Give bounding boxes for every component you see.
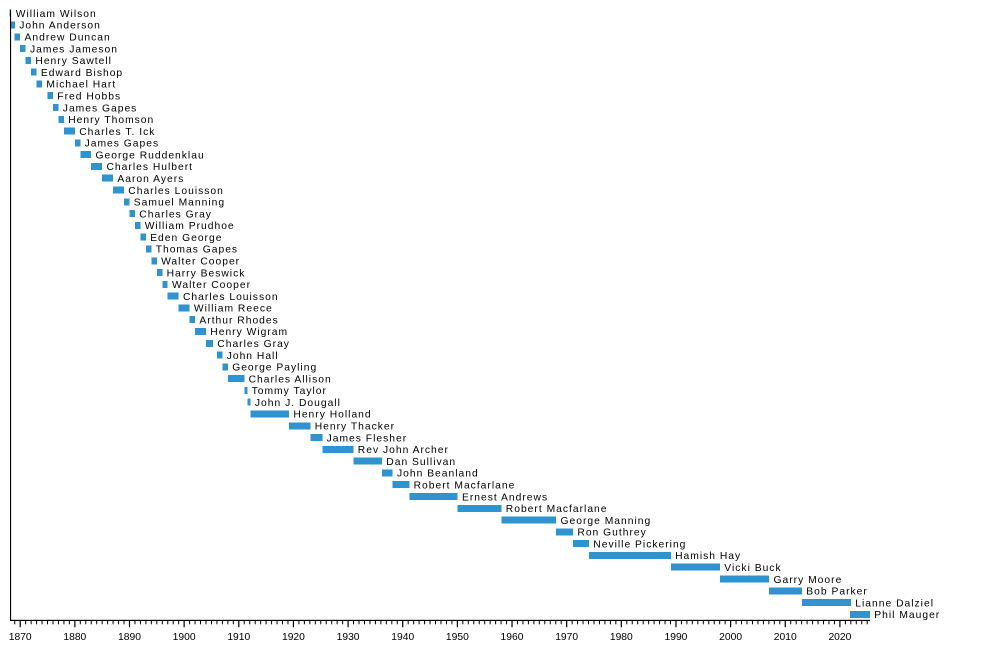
svg-text:John Anderson: John Anderson [19, 21, 101, 32]
svg-text:William Prudhoe: William Prudhoe [145, 221, 235, 232]
svg-text:Samuel Manning: Samuel Manning [134, 198, 225, 209]
svg-text:1900: 1900 [173, 632, 196, 642]
svg-text:George Manning: George Manning [561, 516, 652, 527]
svg-text:1880: 1880 [63, 632, 86, 642]
svg-text:2000: 2000 [719, 632, 742, 642]
svg-text:Hamish Hay: Hamish Hay [675, 551, 741, 562]
svg-text:1960: 1960 [501, 632, 524, 642]
svg-text:Charles Gray: Charles Gray [139, 209, 212, 220]
svg-text:Walter Cooper: Walter Cooper [172, 280, 251, 291]
svg-text:Charles T. Ick: Charles T. Ick [79, 127, 155, 138]
svg-text:Charles Allison: Charles Allison [249, 374, 332, 385]
svg-text:James Flesher: James Flesher [327, 433, 408, 444]
svg-text:Thomas Gapes: Thomas Gapes [156, 245, 238, 256]
svg-text:Arthur Rhodes: Arthur Rhodes [199, 315, 278, 326]
svg-text:1980: 1980 [610, 632, 633, 642]
svg-text:2010: 2010 [774, 632, 797, 642]
svg-text:Henry Thacker: Henry Thacker [315, 422, 395, 433]
svg-text:George Ruddenklau: George Ruddenklau [96, 150, 205, 161]
svg-text:John J. Dougall: John J. Dougall [255, 398, 341, 409]
svg-text:1890: 1890 [118, 632, 141, 642]
svg-text:Fred Hobbs: Fred Hobbs [57, 91, 121, 102]
svg-text:Dan Sullivan: Dan Sullivan [386, 457, 456, 468]
svg-text:James Gapes: James Gapes [63, 103, 138, 114]
svg-text:Harry Beswick: Harry Beswick [167, 268, 246, 279]
svg-text:William Reece: William Reece [194, 304, 273, 315]
svg-text:Michael Hart: Michael Hart [46, 80, 116, 91]
svg-text:Vicki Buck: Vicki Buck [724, 563, 781, 574]
svg-text:Charles Hulbert: Charles Hulbert [107, 162, 194, 173]
svg-text:Aaron Ayers: Aaron Ayers [117, 174, 184, 185]
svg-text:Walter Cooper: Walter Cooper [161, 257, 240, 268]
svg-text:2020: 2020 [828, 632, 851, 642]
svg-text:Henry Wigram: Henry Wigram [210, 327, 288, 338]
svg-text:James Gapes: James Gapes [85, 139, 160, 150]
svg-text:Robert Macfarlane: Robert Macfarlane [414, 480, 516, 491]
svg-text:Charles Gray: Charles Gray [217, 339, 290, 350]
svg-text:Edward Bishop: Edward Bishop [41, 68, 123, 79]
svg-text:Henry Sawtell: Henry Sawtell [35, 56, 112, 67]
svg-text:Ron Guthrey: Ron Guthrey [577, 528, 646, 539]
svg-text:Henry Holland: Henry Holland [293, 410, 371, 421]
svg-text:1870: 1870 [9, 632, 32, 642]
svg-text:1950: 1950 [446, 632, 469, 642]
svg-text:Lianne Dalziel: Lianne Dalziel [855, 598, 934, 609]
svg-text:James Jameson: James Jameson [30, 44, 118, 55]
svg-text:1920: 1920 [282, 632, 305, 642]
svg-text:1990: 1990 [664, 632, 687, 642]
svg-text:Neville Pickering: Neville Pickering [593, 539, 686, 550]
svg-text:George Payling: George Payling [232, 363, 317, 374]
svg-text:Bob Parker: Bob Parker [806, 587, 868, 598]
svg-text:John Beanland: John Beanland [397, 469, 479, 480]
svg-text:1930: 1930 [337, 632, 360, 642]
svg-text:Tommy Taylor: Tommy Taylor [252, 386, 327, 397]
svg-text:Henry Thomson: Henry Thomson [68, 115, 154, 126]
svg-text:Charles Louisson: Charles Louisson [128, 186, 224, 197]
svg-text:1940: 1940 [391, 632, 414, 642]
svg-text:Ernest Andrews: Ernest Andrews [462, 492, 548, 503]
svg-text:William Wilson: William Wilson [16, 9, 97, 20]
svg-text:1910: 1910 [227, 632, 250, 642]
svg-text:Rev John Archer: Rev John Archer [358, 445, 449, 456]
svg-text:Phil Mauger: Phil Mauger [874, 610, 940, 621]
svg-text:Andrew Duncan: Andrew Duncan [25, 33, 111, 44]
svg-text:1970: 1970 [555, 632, 578, 642]
svg-text:Charles Louisson: Charles Louisson [183, 292, 279, 303]
svg-text:Robert Macfarlane: Robert Macfarlane [506, 504, 608, 515]
svg-text:John Hall: John Hall [227, 351, 279, 362]
svg-text:Garry Moore: Garry Moore [774, 575, 843, 586]
svg-text:Eden George: Eden George [150, 233, 222, 244]
